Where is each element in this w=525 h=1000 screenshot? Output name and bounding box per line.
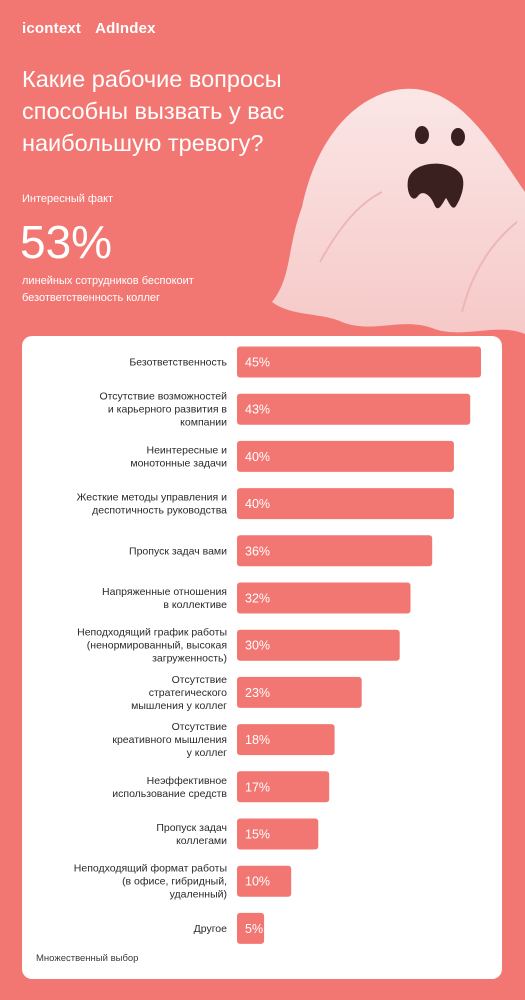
category-label: Неподходящий график работы (ненормированн… [77,627,227,665]
category-label: Жесткие методы управления и деспотичность… [77,492,227,517]
value-label: 43% [245,403,270,417]
bar [237,912,265,944]
bar [237,346,481,378]
category-label: Другое [194,923,228,935]
category-label: Безответственность [129,357,227,369]
brand-logos: icontext AdIndex [22,20,156,37]
fact-value: 53% [20,216,113,268]
category-label: Отсутствие креативного мышления у коллег [112,721,227,759]
fact-label: Интересный факт [22,193,114,205]
value-label: 40% [245,497,270,511]
adindex-logo: AdIndex [95,20,156,37]
ghost-eye-left [415,126,429,144]
bar [237,629,400,661]
bar [237,724,335,756]
value-label: 30% [245,639,270,653]
category-label: Напряженные отношения в коллективе [102,586,227,611]
bar [237,440,454,472]
category-label: Пропуск задач коллегами [156,822,227,847]
value-label: 10% [245,875,270,889]
category-label: Неэффективное использование средств [112,775,227,800]
category-label: Неинтересные и монотонные задачи [130,444,227,469]
headline: Какие рабочие вопросы способны вызвать у… [22,66,285,156]
bar-chart: 45% Безответственность 43% Отсутствие возмо… [74,346,481,944]
value-label: 5% [245,922,263,936]
bar [237,488,454,520]
bar [237,865,292,897]
value-label: 32% [245,592,270,606]
category-label: Неподходящий формат работы (в офисе, гибр… [74,863,227,901]
ghost-fold [319,191,383,263]
ghost-mouth [407,163,464,209]
bar [237,818,319,850]
value-label: 17% [245,780,270,794]
category-label: Отсутствие стратегического мышления у колл… [131,674,227,712]
value-label: 40% [245,450,270,464]
ghost-fold [461,221,518,313]
chart-card: 45% Безответственность 43% Отсутствие возмо… [22,336,502,979]
bar [237,676,362,708]
ghost-illustration [272,88,525,334]
value-label: 36% [245,544,270,558]
bar [237,535,433,567]
value-label: 18% [245,733,270,747]
ghost-body [272,88,525,334]
ghost-eye-right [451,128,465,146]
bar [237,582,411,614]
fact-description: линейных сотрудников беспокоит безответс… [22,275,194,304]
footnote: Множественный выбор [36,953,139,964]
value-label: 45% [245,356,270,370]
bar [237,771,330,803]
category-label: Отсутствие возможностей и карьерного разв… [99,391,227,429]
icontext-logo: icontext [22,20,82,37]
category-label: Пропуск задач вами [129,545,227,557]
value-label: 23% [245,686,270,700]
bar [237,393,471,425]
value-label: 15% [245,828,270,842]
